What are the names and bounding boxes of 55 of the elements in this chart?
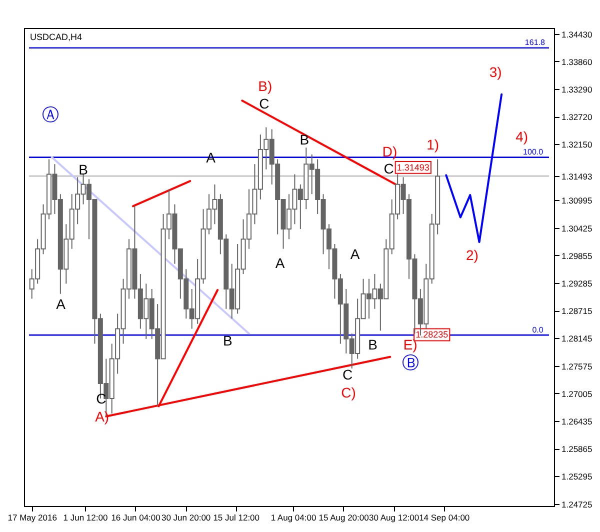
annotation: C	[259, 96, 270, 112]
x-tick-label: 30 Jun 20:00	[161, 512, 211, 522]
y-tick-label: 1.33860	[562, 56, 592, 67]
annotation: 4)	[516, 128, 528, 145]
x-tick-label: 16 Jun 04:00	[111, 512, 161, 522]
x-tick-label: 17 May 2016	[8, 512, 58, 522]
annotation: 2)	[466, 247, 478, 264]
annotation: C	[96, 390, 106, 406]
annotation: 1.28235	[416, 330, 448, 340]
annotation: 0.0	[532, 326, 544, 335]
x-tick-label: 14 Sep 04:00	[419, 512, 470, 522]
annotation: C	[342, 366, 353, 383]
annotation: B	[222, 332, 232, 349]
annotation: 3)	[489, 64, 502, 80]
y-tick-label: 1.24725	[562, 499, 592, 510]
annotation: B	[78, 161, 88, 178]
y-tick-label: 1.32150	[562, 140, 592, 150]
x-tick-label: 1 Jun 12:00	[63, 512, 108, 522]
annotation: A)	[95, 408, 110, 424]
y-tick-label: 1.26435	[562, 416, 592, 427]
annotation: C	[384, 160, 394, 176]
annotation: 100.0	[523, 147, 544, 156]
annotation: Ⓑ	[402, 354, 419, 373]
annotation: 1.31493	[396, 162, 430, 172]
x-tick-label: 15 Aug 20:00	[318, 512, 370, 522]
annotation: A	[56, 296, 66, 312]
annotation: Ⓐ	[42, 106, 60, 125]
chart-title: USDCAD,H4	[30, 32, 82, 42]
annotation: C)	[341, 384, 356, 400]
annotation: 1)	[426, 136, 440, 153]
annotation: 161.8	[524, 38, 546, 47]
y-tick-label: 1.28145	[562, 334, 592, 344]
x-tick-label: 1 Aug 04:00	[270, 512, 316, 522]
y-tick-label: 1.32720	[562, 112, 592, 122]
annotation: A	[350, 246, 360, 262]
x-tick-label: 15 Jul 12:00	[213, 512, 260, 522]
y-tick-label: 1.29285	[562, 278, 592, 288]
y-tick-label: 1.25295	[562, 472, 592, 482]
y-tick-label: 1.30425	[562, 223, 592, 234]
y-tick-label: 1.28715	[562, 306, 592, 316]
y-tick-label: 1.25865	[562, 444, 592, 454]
y-tick-label: 1.27005	[562, 388, 592, 399]
x-tick-label: 30 Aug 12:00	[369, 512, 420, 522]
annotation: B)	[258, 78, 272, 94]
annotation: B	[300, 132, 310, 148]
annotation: E)	[403, 336, 418, 353]
annotation: A	[275, 255, 286, 272]
y-tick-label: 1.27575	[562, 361, 592, 372]
annotation: D)	[382, 143, 398, 160]
y-tick-label: 1.34430	[562, 29, 592, 40]
y-tick-label: 1.33290	[562, 84, 592, 95]
y-tick-label: 1.29855	[562, 250, 592, 261]
y-tick-label: 1.31493	[562, 172, 592, 182]
y-tick-label: 1.30995	[562, 196, 592, 206]
annotation: B	[368, 336, 378, 353]
